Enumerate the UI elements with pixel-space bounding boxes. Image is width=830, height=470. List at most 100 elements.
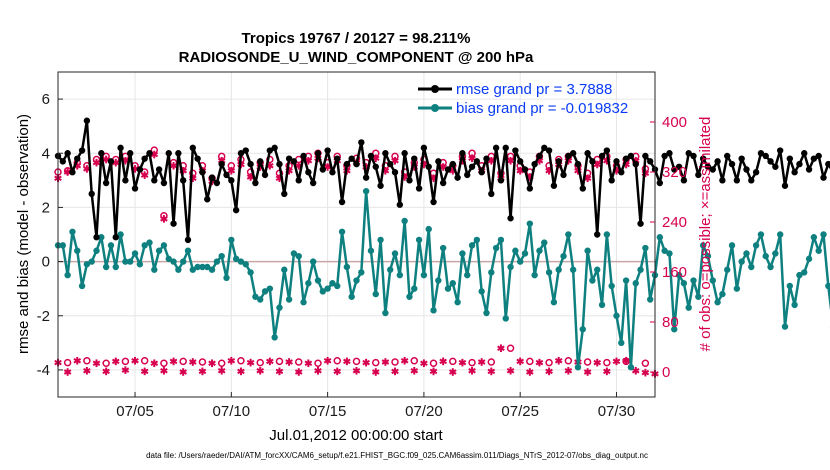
obs-possible-marker	[545, 358, 553, 367]
bias-point	[107, 242, 115, 249]
bias-point	[594, 266, 601, 273]
obs-assimilated-marker	[381, 358, 390, 366]
obs-possible-marker	[391, 358, 399, 366]
rmse-point	[646, 158, 654, 165]
rmse-point	[353, 160, 360, 168]
bias-point	[772, 250, 779, 257]
rmse-point	[521, 166, 529, 173]
rmse-point	[141, 155, 148, 162]
obs-assimilated-marker	[92, 158, 101, 167]
bias-point	[435, 277, 442, 284]
obs-assimilated-marker-stroke	[506, 367, 515, 374]
obs-assimilated-marker-stroke	[593, 161, 602, 168]
obs-possible-marker	[449, 357, 457, 366]
y-tick-label: -4	[37, 362, 50, 379]
obs-assimilated-marker	[362, 358, 370, 367]
bias-point	[406, 293, 413, 300]
bias-point	[483, 309, 490, 317]
bias-point	[531, 271, 538, 279]
y-axis-right-label: # of obs: o=possible; ×=assimilated	[697, 117, 714, 352]
obs-assimilated-marker-stroke	[140, 368, 149, 375]
rmse-point	[343, 160, 351, 168]
obs-assimilated-marker	[179, 368, 187, 376]
x-tick-label: 07/15	[309, 403, 347, 420]
bias-point	[213, 258, 221, 265]
obs-assimilated-marker-stroke	[631, 367, 640, 374]
obs-assimilated-marker	[477, 358, 486, 366]
rmse-point	[107, 158, 115, 165]
obs-assimilated-marker-stroke	[391, 157, 399, 164]
rmse-point	[257, 158, 264, 165]
rmse-point	[531, 160, 538, 168]
bias-point	[112, 263, 119, 271]
y-right-tick-label: 0	[662, 364, 670, 381]
obs-assimilated-marker-stroke	[140, 172, 149, 178]
bias-point	[714, 299, 721, 306]
rmse-point	[801, 150, 808, 157]
rmse-point	[396, 201, 404, 208]
bias-point	[459, 250, 466, 257]
rmse-point	[184, 236, 192, 244]
rmse-point	[64, 150, 71, 157]
rmse-point	[223, 171, 230, 179]
bias-point	[141, 242, 148, 249]
bias-point	[675, 271, 683, 279]
bias-point	[175, 266, 182, 273]
rmse-point	[83, 117, 91, 124]
bias-point	[618, 339, 625, 347]
y-tick-label: 6	[42, 91, 50, 108]
bias-point	[791, 301, 798, 309]
obs-assimilated-marker-stroke	[179, 369, 187, 375]
obs-assimilated-marker	[169, 357, 178, 366]
bias-point	[454, 299, 461, 306]
obs-assimilated-marker	[160, 366, 168, 375]
rmse-point	[151, 177, 158, 184]
bias-point	[290, 250, 298, 257]
rmse-point	[743, 166, 750, 173]
rmse-point	[473, 158, 481, 165]
bias-point	[223, 274, 230, 282]
rmse-point	[338, 198, 346, 206]
y-right-tick-label: 160	[662, 264, 687, 281]
obs-assimilated-marker	[593, 160, 602, 169]
rmse-point	[786, 155, 794, 162]
rmse-point	[464, 171, 471, 179]
bias-point	[372, 290, 379, 298]
obs-assimilated-marker-stroke	[362, 359, 370, 366]
obs-assimilated-marker	[564, 366, 573, 375]
y-right-tick-label: 400	[662, 114, 687, 131]
bias-point	[646, 296, 654, 303]
rmse-point	[454, 174, 461, 181]
rmse-point	[680, 177, 688, 184]
bias-point	[767, 263, 774, 271]
bias-point	[117, 231, 124, 238]
rmse-point	[589, 158, 596, 165]
bias-point	[319, 288, 326, 295]
rmse-point	[300, 152, 307, 160]
obs-assimilated-marker	[583, 368, 592, 376]
obs-possible-marker	[333, 357, 341, 365]
rmse-point	[165, 150, 172, 157]
bias-point	[184, 247, 192, 254]
rmse-point	[401, 150, 408, 157]
bias-point	[449, 280, 456, 287]
obs-assimilated-marker	[506, 156, 515, 165]
obs-assimilated-marker-stroke	[391, 368, 399, 375]
bias-point	[252, 293, 259, 300]
rmse-point	[430, 198, 437, 206]
rmse-point	[550, 182, 558, 189]
rmse-point	[488, 190, 495, 198]
obs-possible-marker	[603, 358, 611, 367]
rmse-point	[748, 177, 755, 184]
obs-assimilated-marker	[487, 367, 496, 376]
obs-assimilated-marker-stroke	[458, 359, 467, 366]
bias-point	[642, 244, 649, 252]
bias-point	[237, 258, 245, 265]
rmse-point	[112, 234, 119, 241]
obs-possible-marker	[583, 358, 592, 366]
rmse-point	[228, 177, 235, 184]
obs-possible-marker	[102, 359, 110, 367]
obs-assimilated-marker-stroke	[275, 368, 284, 375]
obs-possible-marker	[564, 357, 573, 365]
left-axis-ticks: -4 -2 0 2 4 6	[37, 91, 63, 379]
